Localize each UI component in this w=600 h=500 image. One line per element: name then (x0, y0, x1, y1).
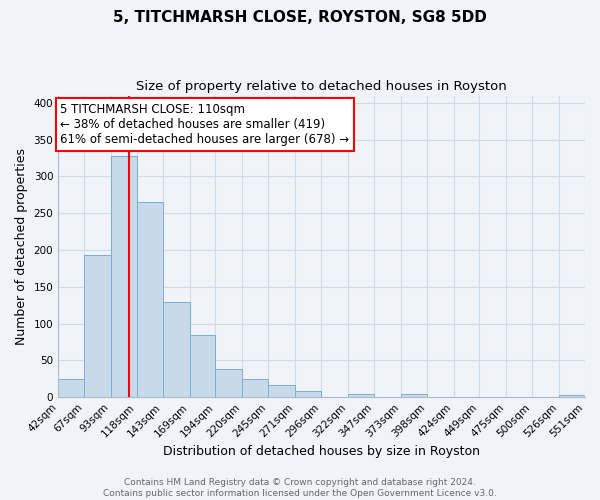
Text: Contains HM Land Registry data © Crown copyright and database right 2024.
Contai: Contains HM Land Registry data © Crown c… (103, 478, 497, 498)
Title: Size of property relative to detached houses in Royston: Size of property relative to detached ho… (136, 80, 507, 93)
X-axis label: Distribution of detached houses by size in Royston: Distribution of detached houses by size … (163, 444, 480, 458)
Bar (242, 379, 268, 397)
Bar (137, 202, 163, 397)
Bar (268, 384, 295, 397)
Bar (559, 395, 585, 397)
Bar (190, 334, 215, 397)
Bar (295, 392, 321, 397)
Bar (111, 156, 137, 397)
Bar (84, 255, 111, 397)
Bar (58, 379, 84, 397)
Y-axis label: Number of detached properties: Number of detached properties (15, 148, 28, 345)
Bar (348, 394, 374, 397)
Bar (163, 302, 190, 397)
Text: 5 TITCHMARSH CLOSE: 110sqm
← 38% of detached houses are smaller (419)
61% of sem: 5 TITCHMARSH CLOSE: 110sqm ← 38% of deta… (60, 103, 349, 146)
Bar (215, 370, 242, 397)
Text: 5, TITCHMARSH CLOSE, ROYSTON, SG8 5DD: 5, TITCHMARSH CLOSE, ROYSTON, SG8 5DD (113, 10, 487, 25)
Bar (401, 394, 427, 397)
